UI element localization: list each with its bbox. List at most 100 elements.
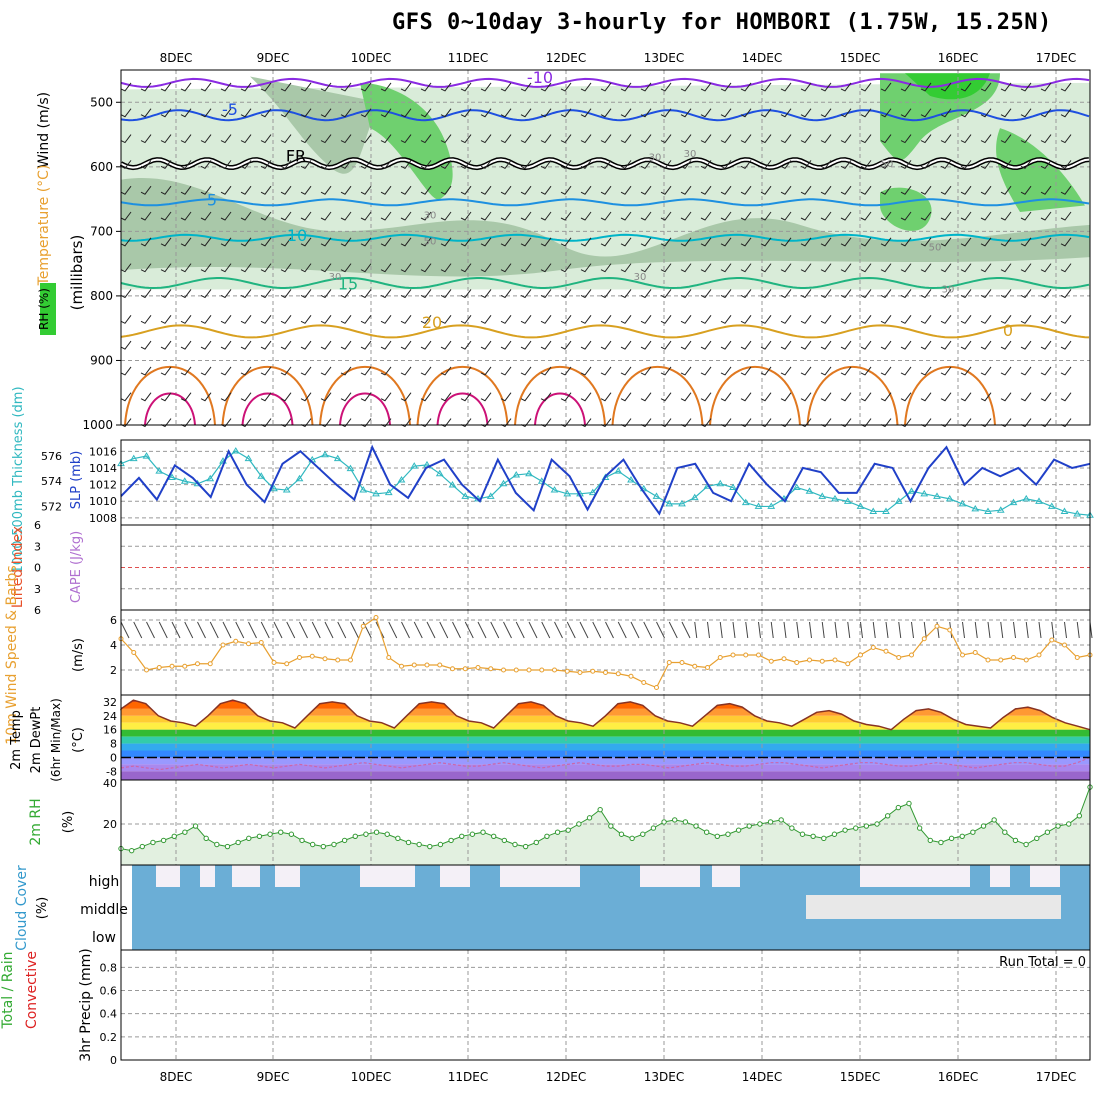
wind-barb	[360, 289, 372, 299]
temp-band	[121, 764, 1090, 772]
rh-marker	[352, 833, 358, 839]
date-label-top: 9DEC	[257, 51, 290, 65]
wind-barb	[400, 289, 412, 299]
wind-barb	[180, 263, 192, 273]
y-tick-label: 32	[103, 696, 117, 709]
wind-barb	[980, 314, 992, 324]
wind-barb	[860, 392, 872, 402]
wind-barb	[1020, 392, 1032, 402]
rh-marker	[725, 831, 731, 837]
wind-barb	[600, 263, 612, 273]
wind-barb	[1000, 160, 1012, 169]
wind-barb	[740, 185, 752, 195]
wind-speed-marker	[590, 668, 596, 674]
wind-speed-marker	[654, 685, 659, 690]
wind-barb	[840, 82, 852, 92]
wind-barb	[560, 289, 572, 299]
wind-barb	[920, 160, 932, 169]
surface-wind-barb	[605, 621, 614, 639]
wind-barb	[120, 185, 132, 195]
wind-barb	[600, 82, 612, 92]
temp-loop-hot	[339, 392, 391, 426]
wind-barb	[600, 314, 612, 324]
rh-marker	[416, 841, 422, 848]
temp-contour-label: 10	[287, 226, 307, 245]
wind-barb	[780, 108, 792, 118]
wind-barb	[620, 108, 632, 118]
thickness-marker	[588, 488, 597, 496]
wind-speed-marker	[1011, 655, 1016, 660]
wind-barb	[240, 392, 252, 402]
wind-barb	[880, 134, 892, 144]
wind-barb	[160, 134, 172, 144]
wind-barb	[1020, 314, 1032, 324]
wind-barb	[600, 185, 612, 195]
wind-barb	[760, 392, 772, 402]
surface-wind-barb	[528, 621, 538, 639]
rh-marker	[1055, 823, 1061, 829]
surface-wind-barb	[656, 621, 665, 639]
date-label-top: 14DEC	[742, 51, 782, 65]
surface-wind-barb	[184, 621, 194, 639]
wind-barb	[380, 108, 392, 118]
wind-speed-marker	[450, 666, 455, 672]
thickness-marker	[920, 489, 929, 497]
rh-marker	[916, 825, 923, 831]
wind-barb	[200, 289, 212, 299]
wind-barb	[1040, 366, 1052, 376]
wind-barb	[460, 314, 472, 324]
thickness-marker	[882, 507, 890, 514]
rh-marker	[214, 841, 220, 848]
wind-barb	[420, 108, 432, 118]
surface-wind-barb	[464, 621, 474, 639]
wind-barb	[800, 263, 812, 273]
surface-wind-barb	[324, 621, 334, 639]
rh-marker	[427, 843, 433, 850]
wind-speed-marker	[271, 660, 277, 665]
wind-barb	[840, 108, 852, 118]
surface-wind-barb	[286, 621, 296, 639]
wind-barb	[760, 211, 772, 221]
wind-barb	[700, 82, 712, 92]
date-label-bottom: 16DEC	[938, 1070, 978, 1084]
wind-barb	[780, 134, 792, 144]
wind-barb	[640, 289, 652, 299]
wind-barb	[440, 289, 452, 299]
wind-barb	[300, 108, 312, 118]
wind-barb	[360, 185, 372, 195]
wind-barb	[780, 314, 792, 324]
wind-barb	[640, 366, 652, 376]
wind-barb	[360, 211, 372, 221]
wind-barb	[620, 82, 632, 92]
wind-barb	[460, 237, 472, 247]
wind-barb	[520, 211, 532, 221]
wind-barb	[500, 366, 512, 376]
wind-barb	[840, 134, 852, 144]
wind-speed-marker	[985, 657, 991, 663]
surface-wind-barb	[592, 621, 602, 639]
wind-barb	[180, 237, 192, 247]
wind-barb	[980, 185, 992, 195]
wind-barb	[540, 82, 552, 92]
wind-barb	[260, 237, 272, 247]
wind-barb	[820, 340, 832, 350]
wind-barb	[1000, 211, 1012, 221]
rh-marker	[1066, 821, 1072, 827]
temp-loop	[416, 365, 509, 426]
rh-marker	[661, 819, 667, 825]
wind-speed-marker	[348, 657, 353, 663]
rh-marker	[522, 843, 529, 850]
wind-barb	[580, 314, 592, 324]
thickness-marker	[869, 507, 878, 514]
wind-speed-marker	[552, 667, 557, 673]
wind-barb	[480, 289, 492, 299]
thickness-marker	[295, 474, 304, 482]
wind-barb	[460, 289, 472, 299]
wind-barb	[180, 82, 192, 92]
date-label-top: 11DEC	[448, 51, 488, 65]
wind-barb	[700, 366, 712, 376]
wind-barb	[440, 108, 452, 118]
wind-barb	[460, 340, 472, 350]
wind-barb	[660, 392, 672, 402]
temp-loop	[611, 365, 704, 426]
